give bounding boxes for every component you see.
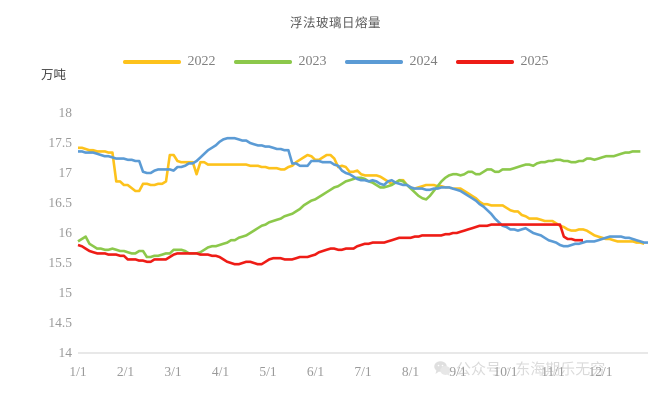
x-tick-11-1: 11/1 (541, 364, 565, 379)
x-tick-1-1: 1/1 (69, 364, 87, 379)
x-tick-5-1: 5/1 (259, 364, 277, 379)
legend-item-2025[interactable]: 2025 (455, 54, 549, 70)
series-lines (77, 136, 648, 266)
x-tick-2-1: 2/1 (116, 364, 135, 379)
x-tick-10-1: 10/1 (493, 364, 518, 379)
y-tick-17.5: 17.5 (48, 135, 72, 150)
y-tick-16: 16 (58, 225, 73, 240)
y-axis-unit-label: 万吨 (41, 67, 67, 82)
legend-item-2024[interactable]: 2024 (344, 54, 438, 70)
x-tick-12-1: 12/1 (588, 364, 613, 379)
y-tick-15: 15 (58, 285, 73, 300)
legend-item-2022[interactable]: 2022 (122, 54, 216, 70)
y-axis-tick-labels: 18 17.5 17 16.5 16 15.5 15 14.5 14 (28, 0, 72, 401)
legend-label-2022: 2022 (187, 54, 216, 69)
y-tick-14: 14 (58, 345, 73, 360)
x-tick-8-1: 8/1 (401, 364, 420, 379)
x-tick-4-1: 4/1 (211, 364, 230, 379)
chart-legend: 2022 2023 2024 2025 (0, 54, 671, 70)
legend-swatch-2025 (455, 60, 514, 64)
y-tick-16.5: 16.5 (48, 195, 72, 210)
y-tick-17: 17 (58, 165, 73, 180)
x-tick-3-1: 3/1 (164, 364, 182, 379)
legend-label-2023: 2023 (298, 54, 327, 69)
legend-swatch-2023 (233, 60, 292, 64)
x-tick-7-1: 7/1 (354, 364, 372, 379)
legend-label-2024: 2024 (409, 54, 438, 69)
series-line-2025 (77, 223, 583, 266)
y-tick-15.5: 15.5 (48, 255, 72, 270)
series-line-2024 (78, 136, 648, 248)
series-line-2023 (77, 150, 641, 259)
legend-swatch-2022 (122, 60, 181, 64)
y-tick-18: 18 (58, 105, 73, 120)
series-line-2022 (78, 146, 645, 246)
chart-title: 浮法玻璃日熔量 (289, 15, 381, 30)
legend-item-2023[interactable]: 2023 (233, 54, 327, 70)
legend-swatch-2024 (344, 60, 403, 64)
x-tick-9-1: 9/1 (449, 364, 467, 379)
y-tick-14.5: 14.5 (48, 315, 72, 330)
x-tick-6-1: 6/1 (306, 364, 325, 379)
legend-label-2025: 2025 (520, 54, 549, 69)
